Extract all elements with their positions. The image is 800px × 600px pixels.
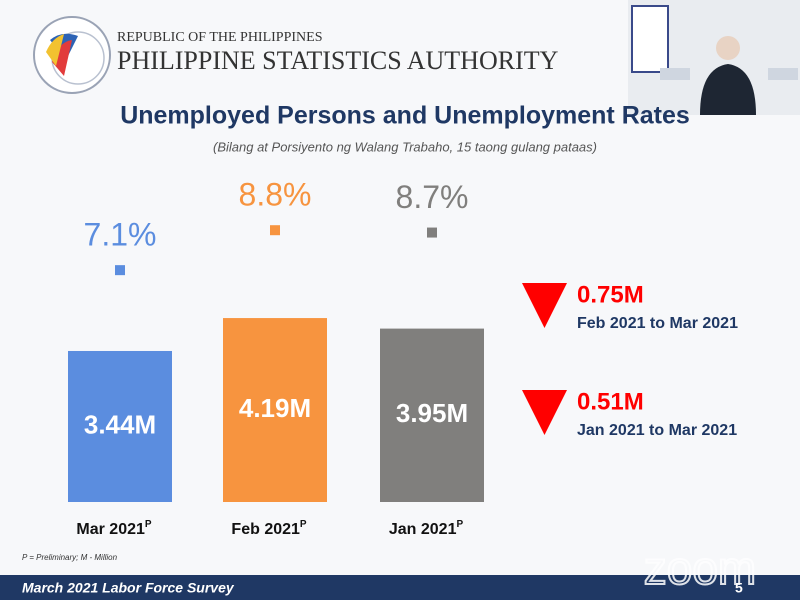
bar [223, 318, 327, 502]
zoom-watermark: zoom [644, 542, 756, 594]
video-thumbnail [628, 0, 800, 115]
chart-title: Unemployed Persons and Unemployment Rate… [120, 102, 690, 130]
rate-marker [115, 265, 125, 276]
change-label: 0.75M [577, 281, 644, 308]
chart-subtitle: (Bilang at Porsiyento ng Walang Trabaho,… [213, 139, 597, 154]
category-name: Mar 2021 [76, 521, 145, 538]
rate-marker [270, 225, 280, 236]
category-name: Jan 2021 [389, 521, 457, 538]
footer-bar [0, 575, 800, 600]
category-label: Feb 2021P [231, 519, 306, 539]
category-label: Jan 2021P [389, 519, 464, 539]
category-note: P [456, 519, 463, 530]
bar-value-label: 3.95M [396, 398, 468, 428]
bar-value-label: 3.44M [84, 409, 156, 439]
rate-marker [427, 227, 437, 238]
decrease-arrow [522, 283, 567, 328]
decrease-arrow [522, 390, 567, 435]
category-label: Mar 2021P [76, 519, 152, 539]
category-note: P [145, 519, 152, 530]
bar-value-label: 4.19M [239, 393, 311, 423]
bar [380, 328, 484, 502]
bar [68, 350, 172, 502]
header-republic: REPUBLIC OF THE PHILIPPINES [117, 30, 323, 45]
category-name: Feb 2021 [231, 521, 300, 538]
footer-survey: March 2021 Labor Force Survey [22, 580, 235, 596]
change-period: Jan 2021 to Mar 2021 [577, 422, 737, 439]
category-note: P [300, 519, 307, 530]
page-number: 5 [735, 580, 743, 596]
rate-label: 8.7% [396, 179, 469, 215]
change-period: Feb 2021 to Mar 2021 [577, 315, 738, 332]
rate-label: 8.8% [239, 177, 312, 213]
change-label: 0.51M [577, 388, 644, 415]
logo [33, 16, 111, 94]
rate-label: 7.1% [84, 217, 157, 253]
footnote: P = Preliminary; M - Million [22, 553, 118, 562]
header-agency: PHILIPPINE STATISTICS AUTHORITY [117, 46, 559, 75]
